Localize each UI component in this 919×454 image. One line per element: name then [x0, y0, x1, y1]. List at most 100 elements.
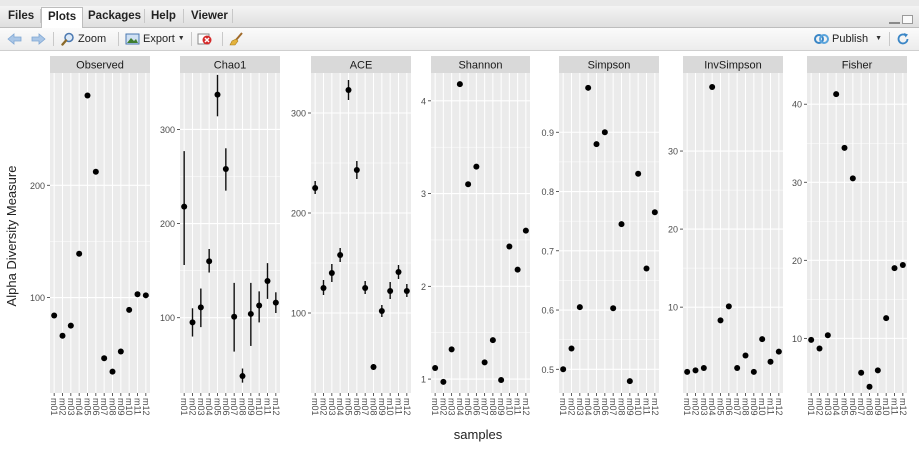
x-tick-label: m07 [99, 398, 109, 416]
data-point [593, 141, 600, 148]
data-point [473, 163, 480, 170]
data-point [456, 81, 463, 88]
x-tick-label: m02 [691, 398, 701, 416]
remove-plot-button[interactable] [197, 31, 213, 47]
x-tick-label: m08 [865, 398, 875, 416]
tab-help[interactable]: Help [151, 10, 176, 22]
maximize-pane-icon[interactable] [902, 15, 913, 24]
data-point [514, 266, 521, 273]
x-tick-label: m06 [600, 398, 610, 416]
facet-panel-simpson: Simpson 0.5 0.6 0.7 0.8 0.9 m01m02m03m04m05m06… [541, 56, 660, 416]
x-tick-label: m06 [471, 398, 481, 416]
export-button[interactable]: Export ▼ [125, 31, 185, 47]
facet-strip [807, 56, 907, 73]
minimize-pane-icon[interactable] [889, 19, 900, 24]
x-tick-label: m03 [447, 398, 457, 416]
data-point [272, 299, 279, 306]
y-tick-label: 40 [792, 100, 802, 110]
x-tick-label: m12 [898, 398, 908, 416]
y-tick-label: 0.9 [541, 128, 554, 138]
data-point [692, 367, 699, 374]
publish-button[interactable]: Publish ▼ [813, 31, 882, 47]
data-point [432, 364, 439, 371]
x-tick-label: m02 [58, 398, 68, 416]
data-point [76, 250, 83, 257]
data-point [126, 306, 133, 313]
back-arrow-icon[interactable] [7, 31, 23, 47]
data-point [370, 364, 377, 370]
forward-arrow-icon[interactable] [30, 31, 46, 47]
x-tick-label: m02 [567, 398, 577, 416]
data-point [312, 185, 319, 191]
window-controls [887, 11, 913, 29]
data-point [568, 345, 575, 352]
y-tick-label: 30 [668, 147, 678, 157]
panel-background [559, 73, 659, 393]
tab-viewer[interactable]: Viewer [191, 10, 228, 22]
x-tick-label: m05 [463, 398, 473, 416]
x-tick-label: m05 [83, 398, 93, 416]
data-point [883, 315, 890, 322]
x-tick-label: m04 [583, 398, 593, 416]
facet-panel-fisher: Fisher 10 20 30 40 m01m02m03m04m05m06m07m08m0… [792, 56, 908, 416]
zoom-button[interactable]: Zoom [61, 31, 106, 47]
x-tick-label: m12 [141, 398, 151, 416]
data-point [709, 84, 716, 91]
data-point [498, 377, 505, 384]
panel-background [311, 73, 411, 393]
x-tick-label: m10 [254, 398, 264, 416]
tab-files[interactable]: Files [8, 10, 35, 22]
x-tick-label: m10 [757, 398, 767, 416]
data-point [560, 366, 567, 373]
data-point [858, 369, 865, 376]
alpha-diversity-chart: Alpha Diversity Measure samples Observed… [4, 56, 908, 442]
x-tick-label: m03 [327, 398, 337, 416]
tab-divider [232, 9, 233, 23]
data-point [841, 144, 848, 151]
x-tick-label: m09 [496, 398, 506, 416]
facet-strip [683, 56, 783, 73]
y-axis-title: Alpha Diversity Measure [4, 166, 19, 307]
data-point [750, 368, 757, 375]
x-tick-label: m11 [890, 398, 900, 415]
y-tick-label: 100 [30, 293, 45, 303]
publish-icon [813, 32, 829, 46]
facet-title: InvSimpson [704, 60, 761, 72]
data-point [403, 288, 410, 294]
refresh-button[interactable] [896, 31, 910, 47]
plots-toolbar: Zoom Export ▼ Publish ▼ [0, 28, 919, 51]
data-point [264, 278, 271, 284]
x-tick-label: m12 [650, 398, 660, 416]
tab-packages[interactable]: Packages [88, 10, 142, 22]
publish-dropdown-icon: ▼ [875, 35, 883, 42]
x-tick-label: m05 [344, 398, 354, 416]
data-point [717, 317, 724, 324]
x-tick-label: m03 [823, 398, 833, 416]
data-point [576, 304, 583, 311]
y-tick-label: 1 [421, 375, 426, 385]
facet-title: Simpson [588, 60, 631, 72]
pane-resize-strip[interactable] [0, 0, 919, 6]
data-point [742, 352, 749, 359]
x-tick-label: m07 [608, 398, 618, 416]
toolbar-divider [889, 32, 890, 46]
data-point [824, 332, 831, 339]
x-tick-label: m05 [592, 398, 602, 416]
clear-all-plots-button[interactable] [229, 31, 245, 47]
y-tick-label: 20 [668, 225, 678, 235]
y-tick-label: 100 [291, 309, 306, 319]
y-tick-label: 200 [291, 209, 306, 219]
x-tick-label: m02 [438, 398, 448, 416]
facet-panels: Observed100200m01m02m03m04m05m06m07m08m0… [30, 56, 908, 416]
tab-plots[interactable]: Plots [41, 7, 84, 28]
x-tick-label: m03 [196, 398, 206, 416]
x-tick-label: m09 [625, 398, 635, 416]
x-tick-label: m01 [179, 398, 189, 416]
facet-panel-invsimpson: InvSimpson 10 20 30 m01m02m03m04m05m06m07m08… [668, 56, 784, 416]
x-tick-label: m07 [360, 398, 370, 416]
data-point [481, 359, 488, 366]
facet-strip [431, 56, 530, 73]
facet-title: Chao1 [214, 60, 246, 72]
data-point [440, 378, 447, 385]
x-tick-label: m10 [881, 398, 891, 416]
